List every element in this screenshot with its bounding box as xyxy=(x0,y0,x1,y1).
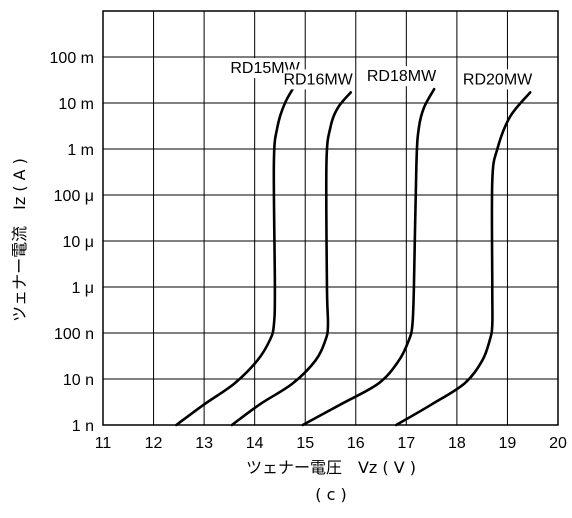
y-tick-label: 1 n xyxy=(72,418,94,435)
series-line-rd16mw xyxy=(230,91,353,427)
y-tick-label: 100 n xyxy=(54,326,94,343)
x-tick-label: 16 xyxy=(347,435,365,452)
y-tick-label: 10 n xyxy=(63,372,94,389)
series-label-rd16mw: RD16MW xyxy=(283,71,353,88)
y-tick-label: 100 μ xyxy=(54,188,94,205)
x-tick-label: 19 xyxy=(499,435,517,452)
x-tick-label: 12 xyxy=(145,435,163,452)
figure-caption: ( c ) xyxy=(315,485,346,504)
series-line-rd20mw xyxy=(394,91,532,427)
series-label-bg-rd16mw xyxy=(287,69,349,90)
x-tick-label: 11 xyxy=(95,435,112,452)
x-tick-label: 17 xyxy=(397,435,415,452)
series-line-rd15mw xyxy=(175,79,299,427)
y-tick-label: 100 m xyxy=(50,50,94,67)
y-tick-label: 10 μ xyxy=(63,234,94,251)
x-axis-title: ツェナー電圧 Vz ( V ) xyxy=(246,458,416,477)
x-tick-label: 15 xyxy=(296,435,314,452)
y-tick-label: 1 m xyxy=(67,142,94,159)
series-label-bg-rd15mw xyxy=(234,58,296,79)
series-line-rd18mw xyxy=(301,87,436,427)
series-layer xyxy=(175,79,532,427)
x-tick-label: 20 xyxy=(549,435,567,452)
series-label-bg-rd18mw xyxy=(370,66,433,87)
x-tick-label: 13 xyxy=(195,435,213,452)
y-axis-title: ツェナー電流 Iz ( A ) xyxy=(10,158,29,322)
y-tick-labels: 1 n 10 n 100 n 1 μ 10 μ 100 μ 1 m 10 m 100 m xyxy=(50,50,94,435)
x-tick-label: 18 xyxy=(448,435,466,452)
series-label-rd20mw: RD20MW xyxy=(463,71,533,88)
y-tick-label: 1 μ xyxy=(71,280,94,297)
x-tick-labels: 11 12 13 14 15 16 17 18 19 20 xyxy=(95,435,567,452)
series-label-bg-rd20mw xyxy=(466,69,529,90)
series-label-rd18mw: RD18MW xyxy=(367,68,437,85)
series-label-rd15mw: RD15MW xyxy=(230,60,300,77)
x-tick-label: 14 xyxy=(246,435,264,452)
plot-frame xyxy=(102,10,559,426)
y-tick-label: 10 m xyxy=(58,96,94,113)
